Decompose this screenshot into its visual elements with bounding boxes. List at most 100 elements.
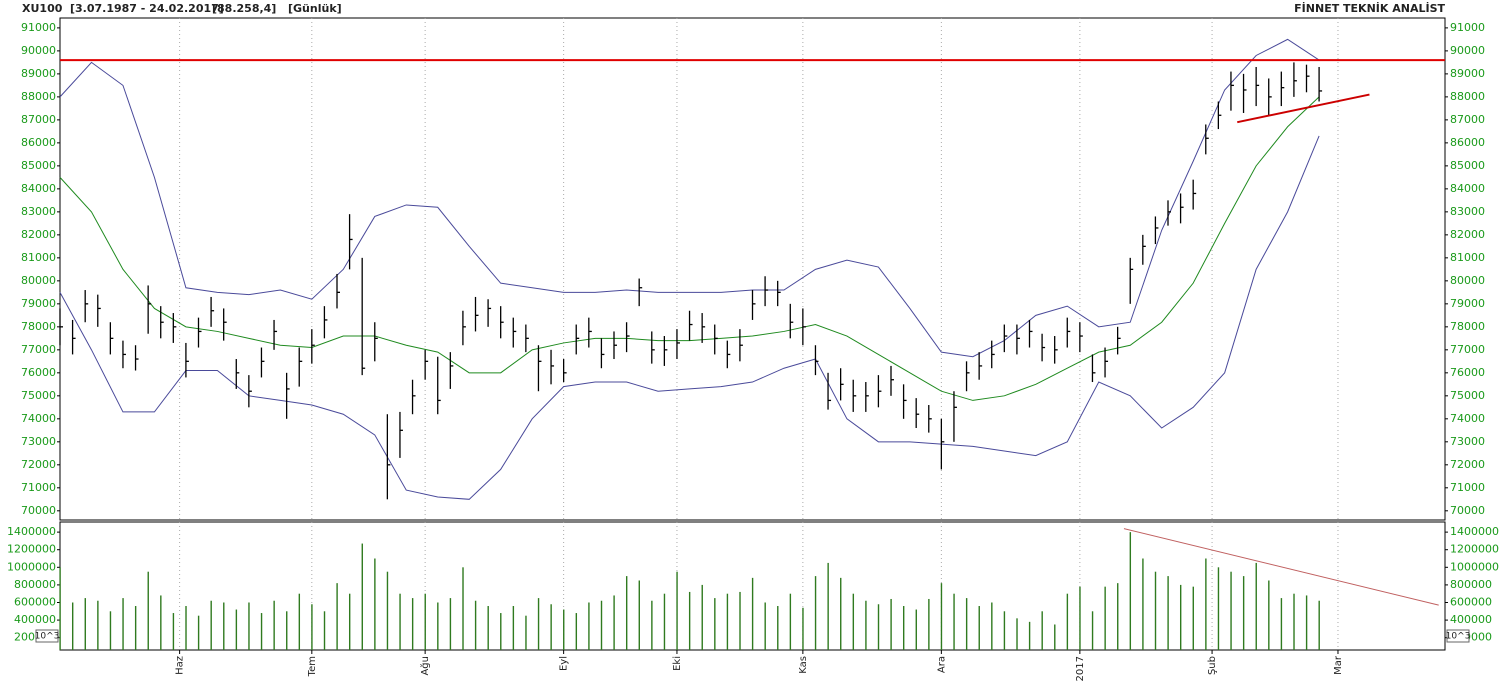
volume-bar bbox=[965, 598, 968, 650]
volume-bar bbox=[97, 600, 99, 650]
volume-bar bbox=[386, 571, 389, 650]
bollinger-lower bbox=[59, 135, 1320, 500]
volume-bar bbox=[726, 593, 729, 650]
x-tick-label: Şub bbox=[1207, 656, 1218, 675]
price-panel bbox=[59, 17, 1446, 521]
y-tick-label: 1200000 bbox=[7, 543, 56, 556]
volume-bar bbox=[1293, 593, 1295, 650]
y-tick-label: 70000 bbox=[21, 504, 56, 517]
volume-bar bbox=[563, 609, 565, 650]
y-tick-label: 81000 bbox=[1450, 251, 1485, 264]
y-tick-label: 74000 bbox=[21, 412, 56, 425]
y-tick-label: 80000 bbox=[1450, 274, 1485, 287]
volume-bar bbox=[701, 584, 703, 650]
y-tick-label: 81000 bbox=[21, 251, 56, 264]
y-tick-label: 76000 bbox=[21, 366, 56, 379]
volume-bar bbox=[235, 609, 238, 650]
volume-bar bbox=[374, 558, 376, 650]
y-tick-label: 800000 bbox=[1450, 578, 1492, 591]
volume-bar bbox=[600, 600, 603, 650]
volume-bar bbox=[1318, 600, 1320, 650]
y-tick-label: 71000 bbox=[21, 481, 56, 494]
y-tick-label: 89000 bbox=[1450, 67, 1485, 80]
y-tick-label: 82000 bbox=[1450, 228, 1485, 241]
volume-bar bbox=[789, 593, 792, 650]
volume-bar bbox=[462, 567, 464, 650]
y-tick-label: 72000 bbox=[21, 458, 56, 471]
annotation-line bbox=[1123, 528, 1439, 606]
volume-bar bbox=[197, 615, 200, 650]
volume-bar bbox=[1091, 611, 1094, 650]
x-tick-label: Ağu bbox=[419, 656, 431, 676]
volume-bar bbox=[437, 602, 439, 650]
volume-bar bbox=[613, 595, 615, 650]
volume-bar bbox=[1154, 571, 1157, 650]
volume-bar bbox=[487, 606, 489, 650]
y-tick-label: 79000 bbox=[1450, 297, 1485, 310]
x-tick-label: Kas bbox=[798, 656, 809, 674]
volume-bar bbox=[1117, 583, 1119, 650]
volume-bar bbox=[84, 598, 86, 650]
y-tick-label: 78000 bbox=[1450, 320, 1485, 333]
volume-bar bbox=[122, 598, 124, 650]
y-tick-label: 1400000 bbox=[1450, 525, 1499, 538]
volume-bar bbox=[663, 593, 666, 650]
y-tick-label: 83000 bbox=[1450, 205, 1485, 218]
volume-bar bbox=[160, 595, 162, 650]
volume-bar bbox=[688, 591, 691, 650]
volume-bar bbox=[1255, 562, 1257, 650]
volume-bar bbox=[71, 602, 74, 650]
volume-bar bbox=[172, 613, 175, 650]
volume-bar bbox=[1016, 618, 1018, 650]
volume-bar bbox=[865, 600, 867, 650]
y-tick-label: 77000 bbox=[1450, 343, 1485, 356]
y-tick-label: 84000 bbox=[21, 182, 56, 195]
volume-bar bbox=[814, 576, 817, 650]
volume-bar bbox=[449, 598, 452, 650]
volume-bar bbox=[1054, 624, 1056, 650]
unit-label: 10^3 bbox=[1446, 632, 1471, 642]
volume-bar bbox=[714, 598, 716, 650]
y-tick-label: 77000 bbox=[21, 343, 56, 356]
volume-bar bbox=[298, 593, 301, 650]
volume-bar bbox=[1003, 611, 1006, 650]
unit-box bbox=[1446, 629, 1470, 643]
volume-bar bbox=[537, 598, 540, 650]
unit-box bbox=[35, 629, 59, 643]
volume-bar bbox=[411, 598, 414, 650]
volume-bar bbox=[1205, 558, 1207, 650]
y-tick-label: 84000 bbox=[1450, 182, 1485, 195]
y-tick-label: 90000 bbox=[21, 44, 56, 57]
y-tick-label: 1200000 bbox=[1450, 543, 1499, 556]
volume-bar bbox=[638, 580, 640, 650]
last-value: [88.258,4] bbox=[212, 2, 277, 15]
volume-bar bbox=[399, 593, 401, 650]
volume-bar bbox=[1079, 586, 1081, 650]
volume-bar bbox=[739, 591, 741, 650]
y-tick-label: 86000 bbox=[1450, 136, 1485, 149]
y-tick-label: 91000 bbox=[21, 21, 56, 34]
volume-bar bbox=[1066, 593, 1069, 650]
volume-bar bbox=[1242, 576, 1245, 650]
volume-bar bbox=[525, 615, 527, 650]
volume-bar bbox=[550, 604, 552, 650]
volume-bar bbox=[512, 606, 515, 650]
x-tick-label: Haz bbox=[175, 656, 186, 675]
volume-bar bbox=[1028, 621, 1031, 650]
volume-bar bbox=[147, 571, 149, 650]
volume-bar bbox=[323, 611, 326, 650]
volume-bar bbox=[248, 602, 250, 650]
x-tick-label: 2017 bbox=[1075, 656, 1086, 681]
y-tick-label: 85000 bbox=[21, 159, 56, 172]
volume-bar bbox=[588, 602, 590, 650]
y-tick-label: 83000 bbox=[21, 205, 56, 218]
y-tick-label: 400000 bbox=[14, 613, 56, 626]
annotation-line bbox=[1237, 93, 1370, 124]
y-tick-label: 88000 bbox=[1450, 90, 1485, 103]
y-tick-label: 73000 bbox=[1450, 435, 1485, 448]
y-tick-label: 74000 bbox=[1450, 412, 1485, 425]
y-tick-label: 79000 bbox=[21, 297, 56, 310]
y-tick-label: 72000 bbox=[1450, 458, 1485, 471]
volume-bar bbox=[474, 600, 477, 650]
